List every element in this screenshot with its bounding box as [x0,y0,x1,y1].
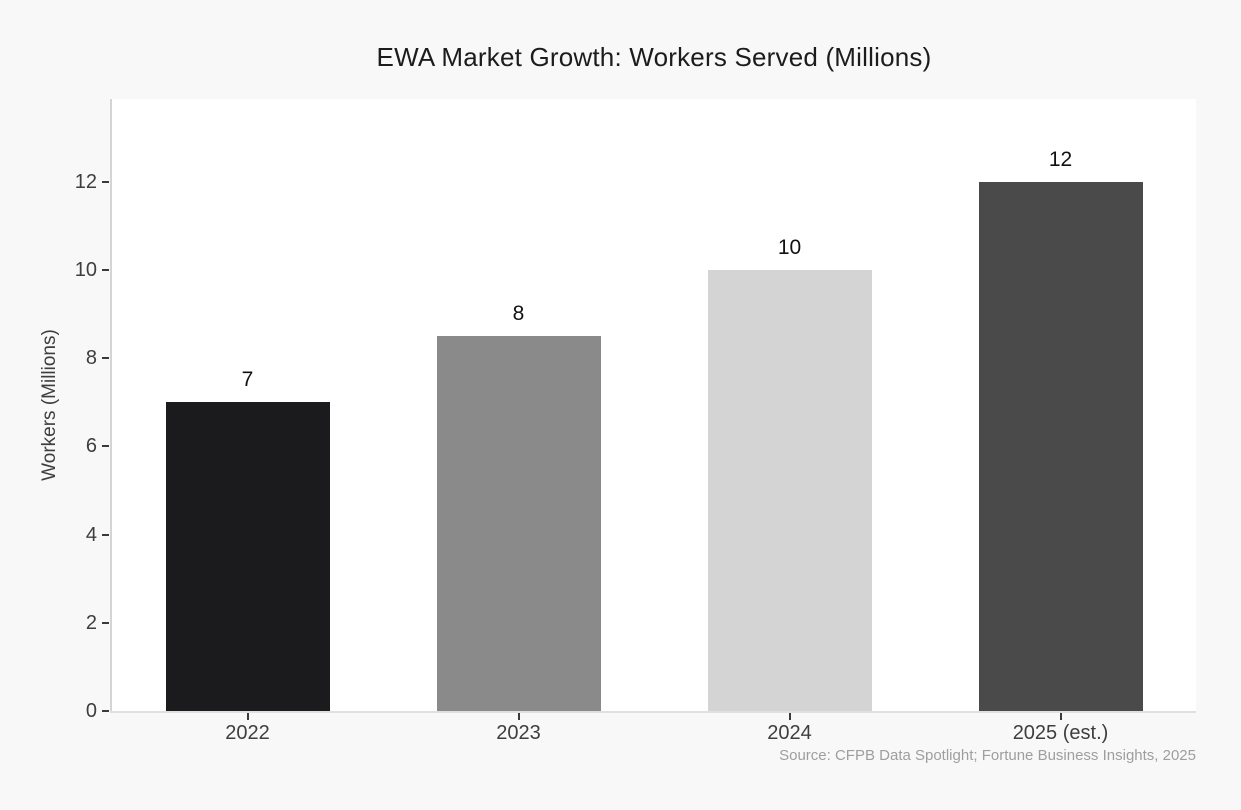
x-tick-label: 2025 (est.) [1012,722,1109,744]
bar [978,181,1143,711]
bar [165,402,330,711]
x-tick-mark [246,713,249,720]
y-tick-label: 0 [85,700,97,722]
y-tick-label: 6 [85,435,97,458]
y-tick-label: 10 [74,259,97,282]
x-tick-label: 2022 [225,722,270,744]
y-tick-mark [102,269,109,272]
y-tick-label: 2 [85,611,97,634]
y-tick-label: 4 [85,523,97,546]
y-tick-mark [102,445,109,448]
y-tick-label: 8 [85,347,97,370]
x-tick-label: 2024 [767,722,812,744]
bar-value-label: 8 [512,302,525,326]
bar-value-label: 7 [241,368,254,392]
chart-title: EWA Market Growth: Workers Served (Milli… [376,42,932,72]
y-tick-label: 12 [74,170,97,193]
y-tick-mark [102,533,109,536]
y-tick-mark [102,621,109,624]
bar-value-label: 12 [1048,147,1073,171]
source-note: Source: CFPB Data Spotlight; Fortune Bus… [779,747,1196,764]
y-tick-mark [102,710,109,712]
bar [707,270,872,711]
y-tick-mark [102,180,109,183]
x-tick-mark [1059,713,1062,720]
bar-value-label: 10 [777,236,802,260]
x-tick-mark [788,713,791,720]
x-tick-label: 2023 [496,722,541,744]
x-axis-line [110,711,1196,713]
y-axis-line [110,99,112,711]
bar [436,336,601,711]
y-tick-mark [102,357,109,360]
x-tick-mark [517,713,520,720]
